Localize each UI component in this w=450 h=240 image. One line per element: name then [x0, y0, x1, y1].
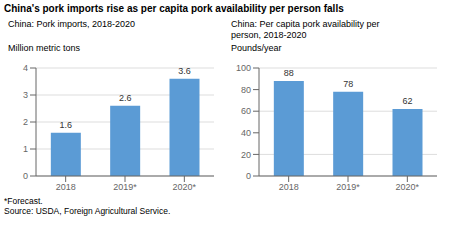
svg-text:2: 2 [23, 117, 28, 127]
html-text:China's pork imports rise as p: China's pork imports rise as per capita … [4, 3, 344, 14]
html-text:person, 2018-2020: person, 2018-2020 [231, 30, 307, 40]
svg-text:2019*: 2019* [113, 182, 137, 192]
svg-text:60: 60 [241, 106, 251, 116]
svg-text:4: 4 [23, 63, 28, 73]
svg-text:1: 1 [23, 144, 28, 154]
svg-text:2019*: 2019* [336, 182, 360, 192]
svg-text:0: 0 [246, 171, 251, 181]
svg-text:0: 0 [23, 171, 28, 181]
html-text:China: Pork imports, 2018-2020: China: Pork imports, 2018-2020 [8, 19, 136, 29]
html-text:Million metric tons: Million metric tons [8, 43, 80, 53]
html-text:Source: USDA, Foreign Agricult: Source: USDA, Foreign Agricultural Servi… [4, 206, 171, 216]
html-text:Pounds/year: Pounds/year [231, 43, 282, 53]
svg-text:3: 3 [23, 90, 28, 100]
svg-text:1.6: 1.6 [60, 120, 73, 130]
svg-text:3.6: 3.6 [178, 66, 191, 76]
svg-text:2020*: 2020* [173, 182, 197, 192]
html-text:*Forecast.: *Forecast. [4, 196, 43, 206]
svg-text:80: 80 [241, 85, 251, 95]
svg-text:78: 78 [343, 79, 353, 89]
svg-text:2020*: 2020* [396, 182, 420, 192]
svg-text:40: 40 [241, 128, 251, 138]
svg-text:62: 62 [402, 96, 412, 106]
svg-text:2018: 2018 [56, 182, 76, 192]
svg-text:100: 100 [236, 63, 251, 73]
html-text:China: Per capita pork availab: China: Per capita pork availability per [231, 19, 380, 29]
svg-text:2.6: 2.6 [119, 93, 132, 103]
svg-text:2018: 2018 [279, 182, 299, 192]
svg-text:88: 88 [284, 68, 294, 78]
svg-text:20: 20 [241, 150, 251, 160]
